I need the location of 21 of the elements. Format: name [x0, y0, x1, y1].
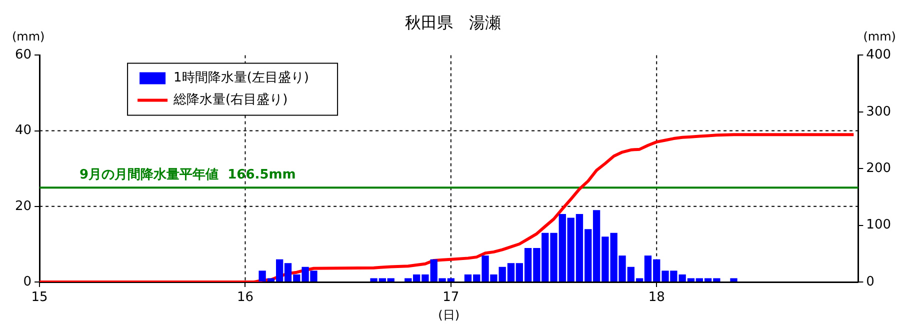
x-axis-title: (日) [438, 308, 460, 322]
y2-tick-label: 300 [866, 104, 892, 120]
y2-tick-label: 200 [866, 160, 892, 176]
y-tick-label: 0 [23, 274, 32, 290]
y2-tick-label: 100 [866, 218, 892, 233]
x-tick-label: 18 [648, 290, 665, 306]
legend-label: 総降水量(右目盛り) [172, 92, 288, 108]
x-tick-label: 16 [236, 290, 254, 306]
bar [730, 278, 738, 282]
y2-tick-label: 0 [866, 274, 874, 290]
y2-axis-title: (mm) [863, 29, 896, 44]
y-axis-title: (mm) [12, 29, 45, 44]
y-tick-label: 20 [14, 198, 32, 214]
x-tick-label: 15 [31, 290, 48, 306]
chart-title: 秋田県 湯瀬 [405, 12, 501, 32]
y-tick-label: 60 [14, 48, 32, 63]
y2-tick-label: 400 [866, 48, 892, 63]
legend-label: 1時間降水量(左目盛り) [174, 70, 309, 86]
y-tick-label: 40 [14, 123, 32, 138]
x-tick-label: 17 [442, 290, 460, 306]
ref-line-label: 9月の月間降水量平年値 166.5mm [80, 167, 296, 182]
